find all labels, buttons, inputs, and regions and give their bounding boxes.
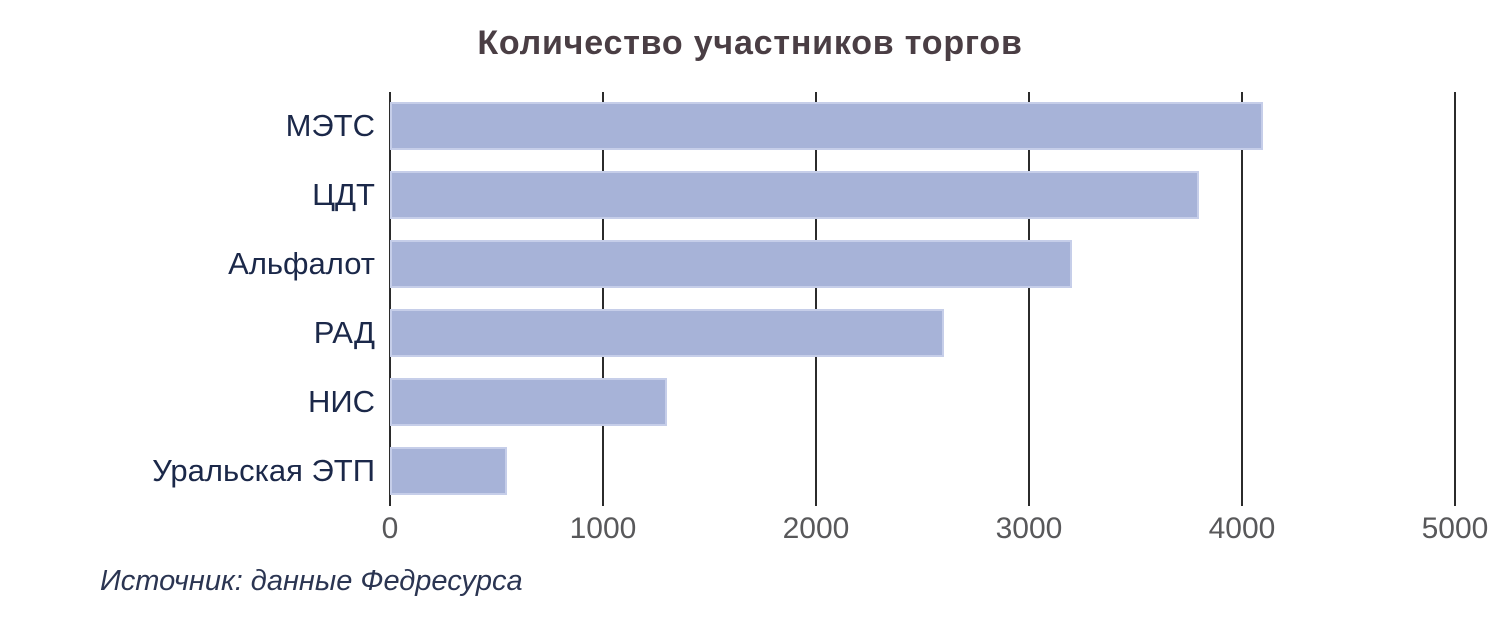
source-note: Источник: данные Федресурса [100,565,523,597]
bar-2 [390,171,1200,219]
bar-4 [390,309,944,357]
x-tick-label: 3000 [995,512,1063,545]
bar-1 [390,102,1264,150]
gridline-x2000 [815,92,817,506]
category-label: РАД [313,315,375,350]
gridline-x4000 [1241,92,1243,506]
gridline-x1000 [602,92,604,506]
category-label: Альфалот [228,246,375,281]
chart-title: Количество участников торгов [477,24,1023,62]
category-label: НИС [307,384,375,419]
category-label: ЦДТ [312,177,375,212]
plot-area: 0 1000 2000 3000 4000 5000 [382,92,1488,545]
gridline-x3000 [1028,92,1030,506]
bar-5 [390,378,667,426]
x-tick-label: 5000 [1421,512,1489,545]
x-tick-label: 1000 [569,512,637,545]
gridline-x0 [389,92,391,506]
bar-6 [390,447,508,495]
x-tick-label: 0 [381,512,399,545]
bar-3 [390,240,1072,288]
category-axis: МЭТС ЦДТ Альфалот РАД НИС Уральская ЭТП [0,92,375,506]
category-label: МЭТС [285,108,375,143]
x-tick-label: 2000 [782,512,850,545]
x-tick-label: 4000 [1208,512,1276,545]
category-label: Уральская ЭТП [152,453,375,488]
gridline-x5000 [1454,92,1456,506]
